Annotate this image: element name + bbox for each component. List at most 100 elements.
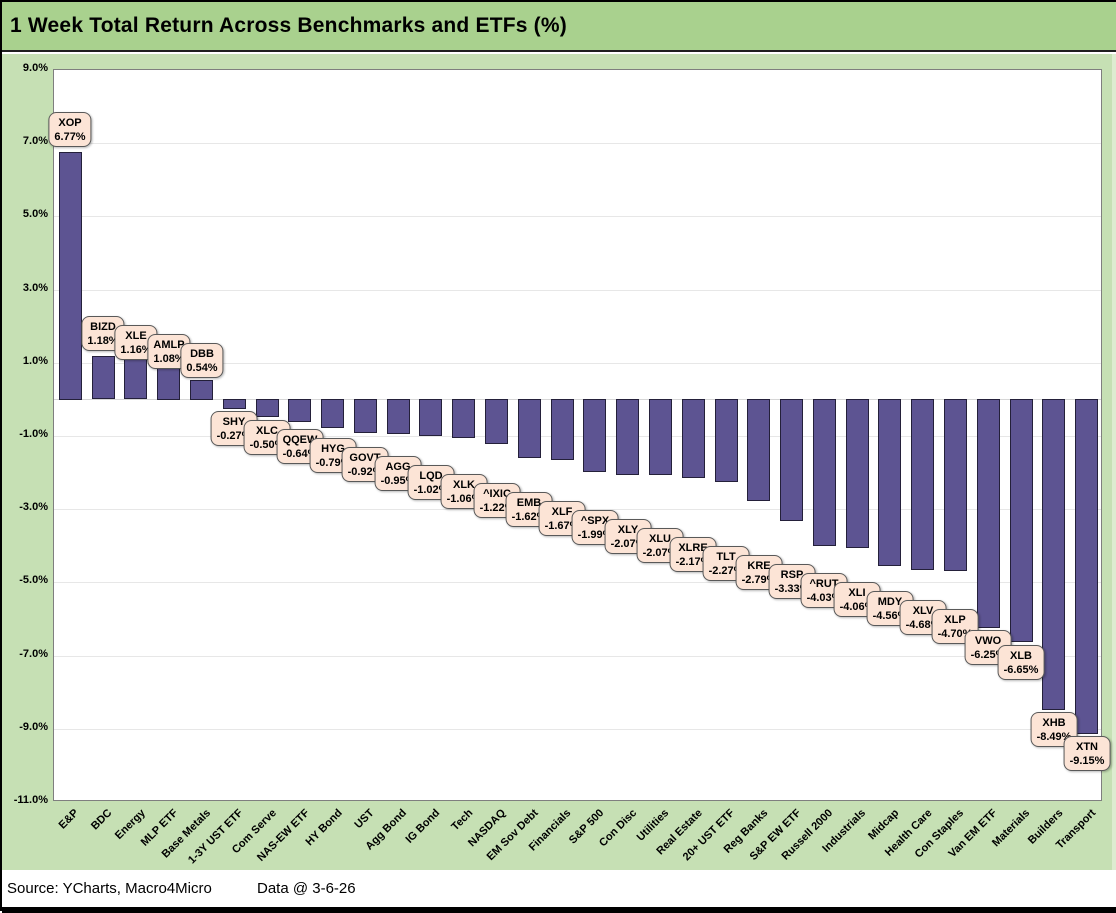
callout-ticker: XLB: [1009, 650, 1032, 662]
callout-ticker: VWO: [974, 635, 1002, 647]
callout-ticker: XLU: [648, 533, 671, 545]
callout-value: -1.62%: [511, 511, 547, 523]
callout-value: 1.08%: [153, 353, 185, 365]
x-axis-label: E&P: [57, 807, 82, 832]
callout-value: 1.16%: [120, 344, 152, 356]
y-tick-label: 7.0%: [22, 135, 48, 147]
y-tick-label: -11.0%: [13, 794, 48, 806]
bar: [682, 399, 705, 478]
y-tick-label: -7.0%: [19, 648, 48, 660]
gridline: [54, 143, 1101, 144]
source-note: Source: YCharts, Macro4Micro: [7, 880, 212, 897]
bar: [1010, 399, 1033, 642]
callout-ticker: DBB: [190, 348, 214, 360]
callout-ticker: XOP: [58, 117, 82, 129]
callout-ticker: RSP: [780, 569, 804, 581]
gridline: [54, 582, 1101, 583]
callout-value: -1.02%: [413, 484, 449, 496]
callout-value: -0.95%: [380, 475, 416, 487]
gridline: [54, 436, 1101, 437]
x-axis-label: Tech: [449, 807, 476, 834]
bar: [485, 399, 508, 444]
y-tick-label: 5.0%: [22, 208, 48, 220]
callout-ticker: XLC: [255, 425, 278, 437]
callout-value: -0.64%: [282, 448, 318, 460]
y-tick-label: -9.0%: [19, 721, 48, 733]
data-callout: XLB -6.65%: [997, 645, 1045, 680]
callout-value: -2.79%: [741, 574, 777, 586]
bar: [223, 399, 246, 409]
callout-value: -8.49%: [1036, 731, 1072, 743]
bar: [616, 399, 639, 475]
callout-ticker: XLP: [944, 614, 966, 626]
y-tick-label: -1.0%: [19, 428, 48, 440]
bar: [124, 357, 147, 399]
bar: [944, 399, 967, 571]
callout-value: 0.54%: [186, 362, 218, 374]
bar: [846, 399, 869, 548]
callout-value: -2.27%: [708, 565, 744, 577]
callout-value: -6.25%: [970, 649, 1006, 661]
callout-value: -6.65%: [1003, 664, 1039, 676]
callout-ticker: AGG: [385, 461, 411, 473]
y-tick-label: 9.0%: [22, 62, 48, 74]
bar: [813, 399, 836, 546]
bar: [59, 152, 82, 400]
callout-ticker: SHY: [222, 416, 246, 428]
bar: [419, 399, 442, 436]
bar: [977, 399, 1000, 628]
bar: [387, 399, 410, 434]
y-tick-label: 3.0%: [22, 282, 48, 294]
callout-ticker: XLI: [848, 587, 866, 599]
right-edge-strip: [1112, 54, 1116, 870]
callout-value: -4.06%: [839, 601, 875, 613]
callout-ticker: XLF: [551, 506, 573, 518]
bar: [780, 399, 803, 521]
footer: Source: YCharts, Macro4Micro Data @ 3-6-…: [2, 870, 1116, 907]
bar: [190, 380, 213, 400]
callout-value: -4.70%: [937, 628, 973, 640]
gridline: [54, 656, 1101, 657]
zero-axis-line: [54, 399, 1101, 400]
callout-ticker: KRE: [747, 560, 771, 572]
bar: [1075, 399, 1098, 734]
y-tick-label: -3.0%: [19, 501, 48, 513]
callout-ticker: QQEW: [282, 434, 318, 446]
callout-value: -0.50%: [249, 439, 285, 451]
callout-ticker: EMB: [516, 497, 542, 509]
callout-value: -1.06%: [446, 493, 482, 505]
bar: [321, 399, 344, 428]
callout-ticker: XLY: [617, 524, 639, 536]
gridline: [54, 729, 1101, 730]
callout-value: -2.07%: [642, 547, 678, 559]
gridline: [54, 290, 1101, 291]
bottom-border-bar: [2, 907, 1116, 913]
callout-value: -4.03%: [806, 592, 842, 604]
callout-ticker: TLT: [716, 551, 736, 563]
callout-value: -0.92%: [347, 466, 383, 478]
data-callout: XOP 6.77%: [48, 112, 92, 147]
callout-value: 1.18%: [87, 335, 119, 347]
bar: [354, 399, 377, 433]
x-axis-label: BDC: [89, 807, 115, 833]
bar: [551, 399, 574, 460]
callout-ticker: XLK: [452, 479, 475, 491]
gridline: [54, 363, 1101, 364]
callout-ticker: MDY: [877, 596, 903, 608]
bar: [911, 399, 934, 570]
bar: [92, 356, 115, 399]
bar: [878, 399, 901, 566]
bar: [288, 399, 311, 422]
data-date: Data @ 3-6-26: [257, 880, 356, 897]
bar: [747, 399, 770, 501]
callout-value: -9.15%: [1069, 755, 1105, 767]
plot-area: XOP 6.77% BIZD 1.18% XLE 1.16% AMLP 1.08% DBB 0.5…: [48, 69, 1111, 801]
callout-value: -4.56%: [872, 610, 908, 622]
bar: [649, 399, 672, 475]
data-callout: XTN -9.15%: [1063, 736, 1111, 771]
bar: [1042, 399, 1065, 710]
bar: [583, 399, 606, 472]
y-tick-label: 1.0%: [22, 355, 48, 367]
data-callout: DBB 0.54%: [180, 343, 224, 378]
